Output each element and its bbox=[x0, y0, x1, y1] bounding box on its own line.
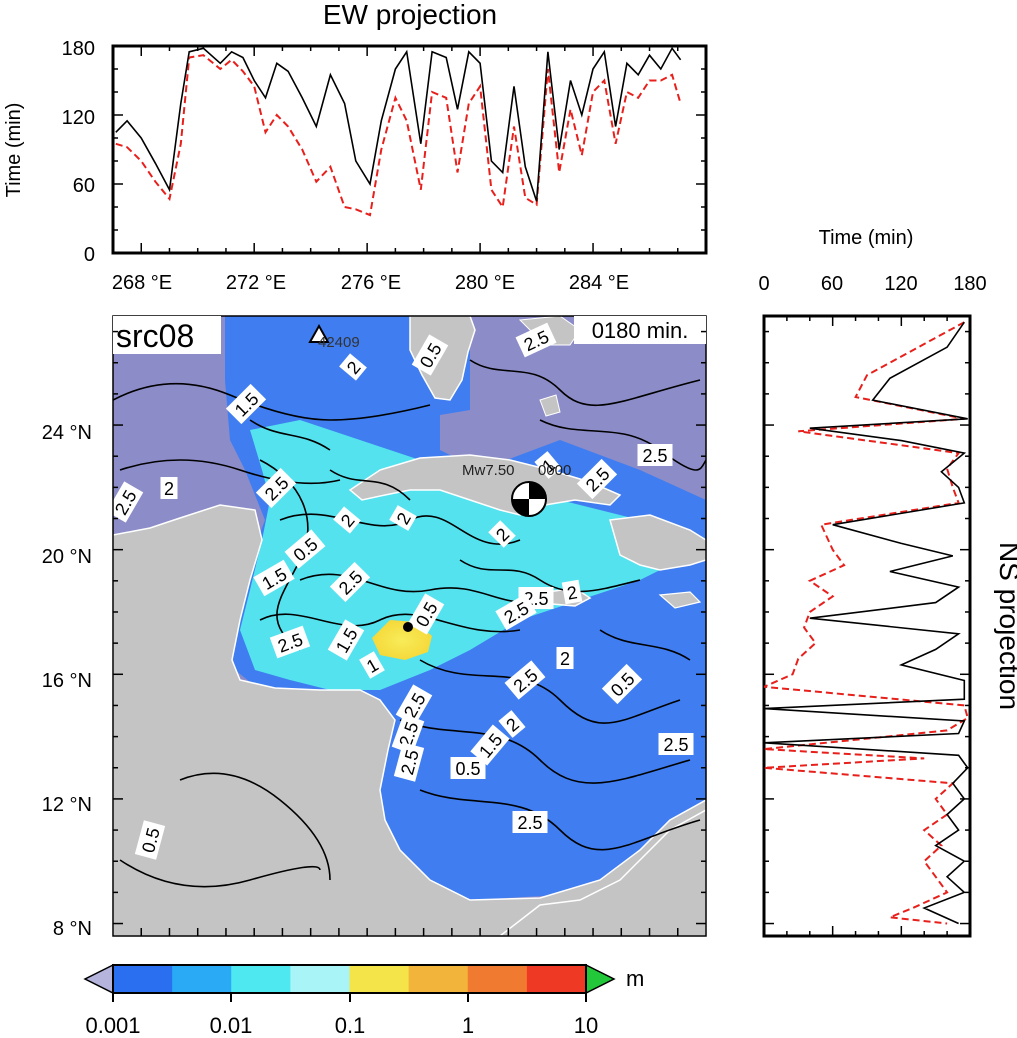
colorbar-tick-001: 0.01 bbox=[210, 1013, 253, 1038]
contour-label: 1 bbox=[359, 651, 385, 679]
land-puerto-rico bbox=[658, 591, 702, 609]
ew-xtick-284: 284 °E bbox=[569, 272, 629, 294]
ew-ytick-60: 60 bbox=[73, 175, 95, 197]
ew-ytick-0: 0 bbox=[84, 244, 95, 266]
colorbar-segment bbox=[408, 965, 469, 993]
ns-xtick-60: 60 bbox=[821, 273, 843, 295]
lat-ticks bbox=[113, 330, 706, 936]
map-frame bbox=[112, 315, 707, 937]
focal-mechanism-beachball-icon bbox=[511, 481, 547, 517]
ew-series-black bbox=[115, 46, 682, 202]
ns-series-red-dashed bbox=[764, 321, 969, 925]
lat-label-24n: 24 °N bbox=[42, 422, 92, 444]
source-label: src08 bbox=[116, 318, 194, 354]
svg-text:2.5: 2.5 bbox=[517, 813, 542, 833]
svg-text:2.5: 2.5 bbox=[663, 735, 688, 755]
ns-x-axis-label: Time (min) bbox=[819, 227, 914, 249]
station-label: 42409 bbox=[318, 334, 360, 351]
colorbar-under-triangle bbox=[83, 963, 114, 995]
station-triangle-icon bbox=[308, 323, 330, 343]
land-hispaniola bbox=[609, 514, 706, 571]
colorbar-segments bbox=[113, 965, 587, 993]
time-label: 0180 min. bbox=[592, 318, 689, 343]
wave-field-blue-north bbox=[280, 330, 350, 380]
colorbar-tick-1: 1 bbox=[462, 1013, 474, 1038]
colorbar-tick-0001: 0.001 bbox=[85, 1013, 140, 1038]
contour-label: 2 bbox=[333, 506, 361, 534]
lat-label-16n: 16 °N bbox=[42, 670, 92, 692]
contour-label: 2 bbox=[488, 520, 516, 548]
colorbar-segment bbox=[349, 965, 410, 993]
ew-xtick-268: 268 °E bbox=[112, 272, 172, 294]
land-central-america bbox=[113, 504, 706, 936]
map-panel: 2.52 0.51.52 2.52.52 20.5 21.51 2.52.52.522.5… bbox=[42, 315, 707, 940]
colorbar-segment bbox=[231, 965, 291, 993]
colorbar-segment bbox=[467, 965, 528, 993]
colorbar-segment bbox=[172, 965, 232, 993]
point-marker bbox=[403, 622, 413, 632]
contour-label: 2 bbox=[160, 477, 178, 499]
ew-xtick-280: 280 °E bbox=[455, 272, 515, 294]
svg-text:0.5: 0.5 bbox=[455, 759, 480, 779]
ns-ticks bbox=[763, 316, 971, 936]
colorbar-unit: m bbox=[626, 966, 644, 991]
event-suffix-label: 0000 bbox=[538, 462, 571, 479]
svg-text:2: 2 bbox=[566, 582, 579, 603]
lat-label-20n: 20 °N bbox=[42, 546, 92, 568]
contour-label: 2.5 bbox=[512, 811, 548, 833]
svg-text:2: 2 bbox=[164, 479, 174, 499]
colorbar-tick-10: 10 bbox=[574, 1013, 598, 1038]
contour-label: 2 bbox=[556, 647, 574, 669]
ew-ytick-180: 180 bbox=[62, 38, 95, 60]
contour-labels: 2.52 0.51.52 2.52.52 20.5 21.51 2.52.52.522.5… bbox=[113, 322, 694, 860]
ns-plot-frame bbox=[762, 314, 972, 938]
contour-label: 0.5 bbox=[411, 334, 449, 376]
colorbar-tick-01: 0.1 bbox=[335, 1013, 366, 1038]
contour-label: 0.5 bbox=[450, 757, 486, 779]
ns-series-black bbox=[764, 321, 969, 925]
ew-series-red-dashed bbox=[115, 54, 682, 217]
wave-field-yellow-max bbox=[372, 620, 432, 660]
event-magnitude-label: Mw7.50 bbox=[462, 462, 515, 479]
contour-label: 1 bbox=[534, 451, 562, 479]
ns-panel-title: NS projection bbox=[994, 542, 1017, 710]
contour-label: 2 bbox=[561, 579, 583, 605]
colorbar-segment bbox=[290, 965, 350, 993]
contour-label: 2.5 bbox=[658, 733, 694, 755]
colorbar-over-triangle bbox=[585, 963, 616, 995]
ns-xtick-120: 120 bbox=[884, 273, 917, 295]
ns-projection-panel: Time (min) 0 60 120 180 NS projection bbox=[758, 227, 1017, 938]
land-bahamas-islet bbox=[539, 394, 561, 417]
svg-text:2: 2 bbox=[560, 649, 570, 669]
ns-xtick-0: 0 bbox=[758, 273, 769, 295]
land-south-america bbox=[498, 809, 706, 936]
colorbar-segment bbox=[113, 965, 173, 993]
colorbar-segment bbox=[526, 965, 587, 993]
ew-projection-panel: EW projection Time (min) 180 120 60 0 26… bbox=[3, 0, 708, 294]
ew-xtick-272: 272 °E bbox=[226, 272, 286, 294]
contour-label: 2 bbox=[498, 710, 526, 738]
ew-ytick-120: 120 bbox=[62, 107, 95, 129]
source-label-box bbox=[113, 316, 221, 354]
ns-xtick-180: 180 bbox=[953, 273, 986, 295]
ew-panel-title: EW projection bbox=[323, 0, 497, 30]
ew-ticks bbox=[113, 45, 706, 254]
lat-label-8n: 8 °N bbox=[53, 918, 92, 940]
contour-label: 2 bbox=[339, 353, 367, 381]
lat-label-12n: 12 °N bbox=[42, 794, 92, 816]
colorbar: 0.001 0.01 0.1 1 10 m bbox=[83, 963, 644, 1038]
svg-text:2.5: 2.5 bbox=[642, 446, 667, 466]
contour-label: 2.5 bbox=[637, 444, 673, 466]
ew-y-axis-label: Time (min) bbox=[3, 103, 25, 198]
ew-xtick-276: 276 °E bbox=[341, 272, 401, 294]
land-cuba bbox=[348, 454, 622, 516]
ew-plot-frame bbox=[111, 44, 708, 255]
time-label-box bbox=[574, 316, 706, 344]
contour-label: 2 bbox=[389, 505, 417, 531]
